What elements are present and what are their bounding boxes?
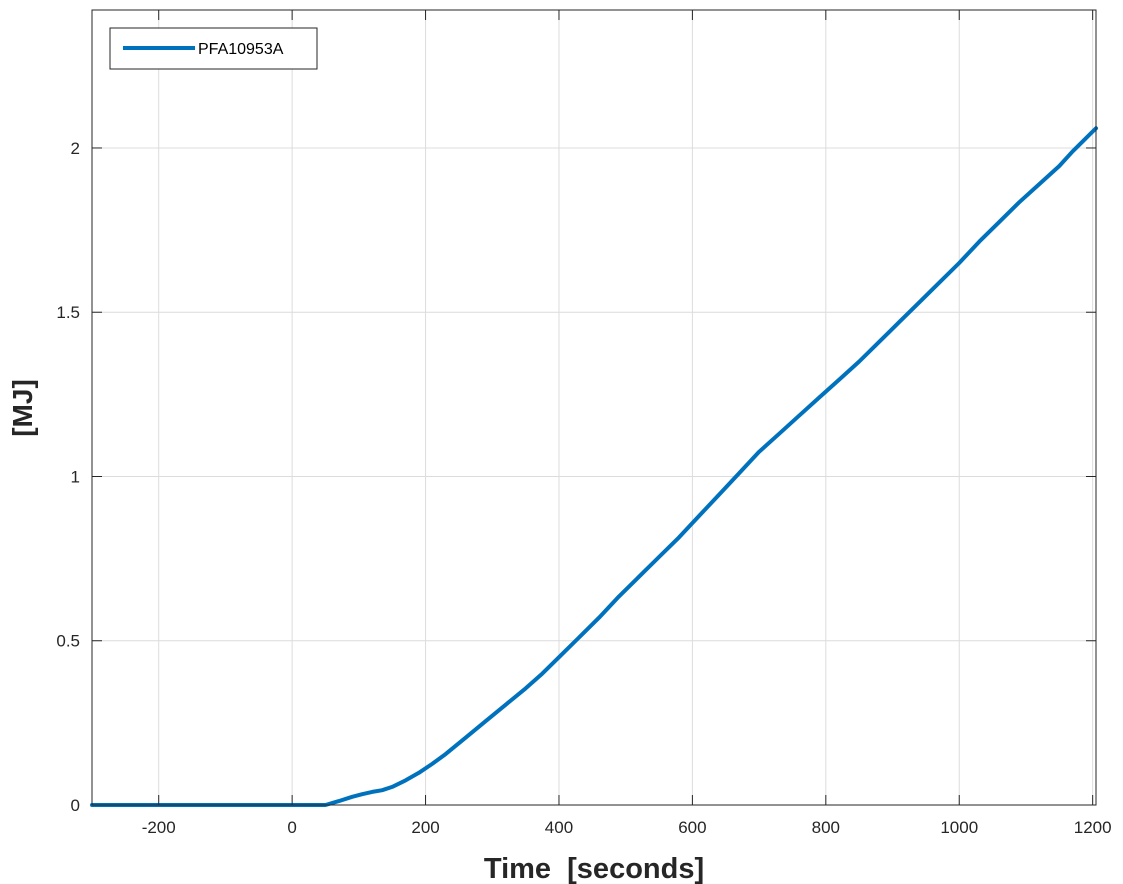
legend-label: PFA10953A [198, 41, 284, 58]
y-tick-label: 2 [71, 139, 80, 158]
x-tick-label: 200 [411, 818, 439, 837]
y-tick-label: 1.5 [56, 303, 80, 322]
series-line-pfa10953a [90, 126, 1098, 807]
x-tick-label: 1200 [1074, 818, 1112, 837]
axes-box [91, 9, 1097, 806]
x-tick-label: 600 [678, 818, 706, 837]
x-tick-label: 0 [287, 818, 296, 837]
x-tick-label: 400 [545, 818, 573, 837]
grid [92, 10, 1096, 806]
x-tick-label: 800 [812, 818, 840, 837]
series-layer [90, 126, 1098, 807]
y-tick-label: 1 [71, 467, 80, 486]
y-axis-title: [MJ] [7, 379, 38, 437]
legend: PFA10953A [109, 27, 318, 70]
x-tick-label: -200 [142, 818, 176, 837]
y-tick-label: 0.5 [56, 632, 80, 651]
y-tick-labels: 0 0.5 1 1.5 2 [56, 139, 80, 815]
x-tick-labels: -200 0 200 400 600 800 1000 1200 [142, 818, 1112, 837]
plot-area [92, 10, 1096, 805]
y-tick-label: 0 [71, 796, 80, 815]
tick-marks [92, 10, 1096, 806]
x-axis-title: Time [seconds] [484, 853, 704, 884]
x-tick-label: 1000 [940, 818, 978, 837]
